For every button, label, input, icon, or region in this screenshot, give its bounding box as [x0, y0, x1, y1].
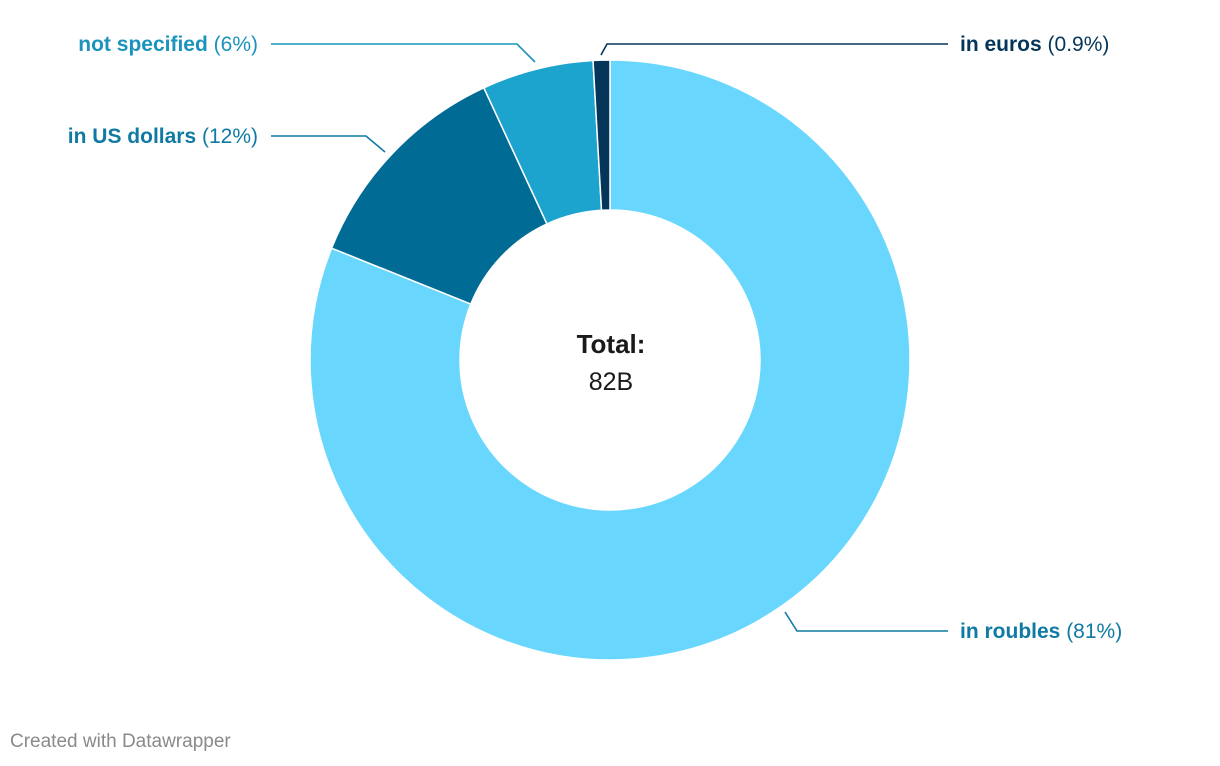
center-total-label: Total:	[577, 329, 646, 359]
slice-labels-group: in roubles (81%) in US dollars (12%) not s…	[68, 33, 1122, 643]
leader-line-in-euros	[600, 43, 948, 56]
slice-label-not-specified: not specified (6%)	[78, 33, 258, 56]
slice-label-percent: (12%)	[196, 125, 258, 148]
slice-label-name: in US dollars	[68, 125, 196, 148]
slice-in-euros	[592, 59, 611, 212]
center-total-value: 82B	[589, 368, 633, 396]
slice-label-in-euros: in euros (0.9%)	[960, 33, 1109, 56]
slices-group	[309, 59, 911, 661]
slice-label-percent: (0.9%)	[1042, 33, 1110, 56]
slice-label-name: in euros	[960, 33, 1042, 56]
slice-label-name: in roubles	[960, 620, 1060, 643]
slice-in-roubles	[309, 59, 911, 661]
leader-line-in-us-dollars	[271, 135, 386, 153]
slice-label-in-roubles: in roubles (81%)	[960, 620, 1122, 643]
leader-line-not-specified	[271, 43, 536, 63]
slice-label-percent: (81%)	[1060, 620, 1122, 643]
credit-text: Created with Datawrapper	[10, 731, 231, 752]
slice-label-in-us-dollars: in US dollars (12%)	[68, 125, 258, 148]
leader-line-in-roubles	[784, 611, 948, 632]
slice-label-percent: (6%)	[208, 33, 258, 56]
leader-lines-group	[271, 43, 948, 632]
slice-label-name: not specified	[78, 33, 208, 56]
